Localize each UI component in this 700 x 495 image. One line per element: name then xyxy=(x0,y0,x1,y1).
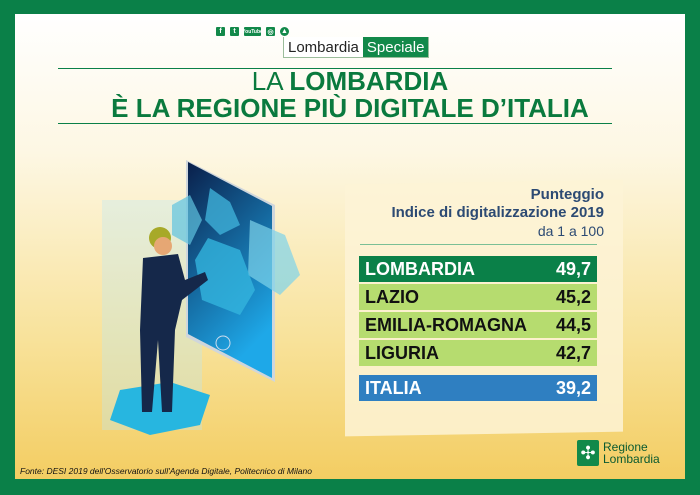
title-bold: LOMBARDIA xyxy=(289,66,449,96)
rosa-camuna-icon: ✣ xyxy=(577,440,599,466)
title-prefix: LA xyxy=(251,66,290,96)
table-row-total: ITALIA 39,2 xyxy=(359,375,597,401)
handshake-hex-icon xyxy=(172,195,202,245)
man-face xyxy=(154,237,172,255)
digital-illustration xyxy=(102,160,300,435)
region-score: 42,7 xyxy=(555,342,591,363)
source-note: Fonte: DESI 2019 dell'Osservatorio sull'… xyxy=(20,466,312,476)
logo-line2: Lombardia xyxy=(603,452,660,466)
divider-top xyxy=(58,68,612,69)
table-row: LOMBARDIA 49,7 xyxy=(359,256,597,282)
regione-lombardia-logo: ✣ Regione Lombardia xyxy=(577,440,660,466)
region-score: 39,2 xyxy=(555,377,591,398)
people-hex-icon xyxy=(248,220,300,295)
region-name: LIGURIA xyxy=(365,342,439,363)
table-header: Punteggio Indice di digitalizzazione 201… xyxy=(391,186,604,240)
region-name: ITALIA xyxy=(365,377,422,398)
table-row: LAZIO 45,2 xyxy=(359,284,597,310)
facebook-icon[interactable]: f xyxy=(216,27,225,36)
social-icons: f t YouTube ◎ ▲ xyxy=(216,27,289,36)
chat-hex-icon xyxy=(205,188,240,235)
brand-part2: Speciale xyxy=(362,37,429,57)
region-name: EMILIA-ROMAGNA xyxy=(365,314,527,335)
header-divider xyxy=(360,244,597,245)
table-row: EMILIA-ROMAGNA 44,5 xyxy=(359,312,597,338)
instagram-icon[interactable]: ◎ xyxy=(266,27,275,36)
heading-score: Punteggio xyxy=(530,186,604,203)
youtube-icon[interactable]: YouTube xyxy=(242,27,263,36)
brand-part1: Lombardia xyxy=(284,37,363,57)
table-row: LIGURIA 42,7 xyxy=(359,340,597,366)
heading-range: da 1 a 100 xyxy=(537,223,604,239)
gear-icon xyxy=(110,382,210,435)
heading-index: Indice di digitalizzazione 2019 xyxy=(391,204,604,221)
region-score: 44,5 xyxy=(555,314,591,335)
cloud-hex-icon xyxy=(195,238,255,315)
region-name: LOMBARDIA xyxy=(365,258,475,279)
title-line2: È LA REGIONE PIÙ DIGITALE D’ITALIA xyxy=(111,93,589,123)
telegram-icon[interactable]: ▲ xyxy=(280,27,289,36)
page-title: LA LOMBARDIA È LA REGIONE PIÙ DIGITALE D… xyxy=(0,68,700,122)
logo-line1: Regione xyxy=(603,440,648,454)
region-name: LAZIO xyxy=(365,286,419,307)
divider-bottom xyxy=(58,123,612,124)
region-score: 45,2 xyxy=(555,286,591,307)
brand-logo: Lombardia Speciale xyxy=(283,37,430,58)
businessman xyxy=(140,254,208,412)
region-score: 49,7 xyxy=(555,258,591,279)
twitter-icon[interactable]: t xyxy=(230,27,239,36)
home-button xyxy=(215,335,231,351)
